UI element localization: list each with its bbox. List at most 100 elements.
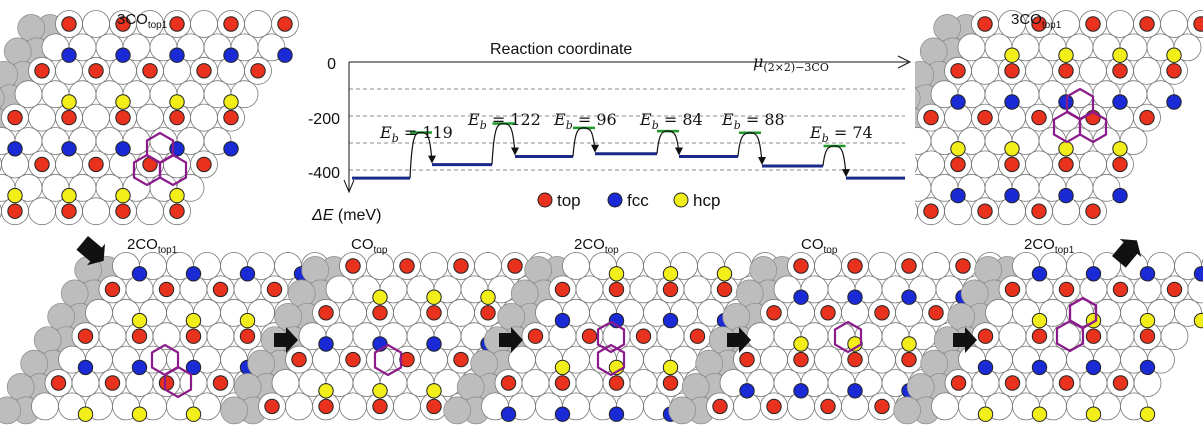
co-adsorbate-fcc (950, 94, 966, 110)
co-adsorbate-top (266, 281, 283, 298)
co-adsorbate-top (158, 281, 175, 298)
substrate-atom (28, 197, 56, 226)
co-adsorbate-top (1004, 156, 1020, 173)
substrate-atom (629, 369, 658, 397)
co-adsorbate-top (426, 305, 442, 321)
co-adsorbate-top (977, 203, 993, 219)
panel-label-p1: 3COtop1 (117, 11, 168, 31)
substrate-atom (82, 197, 110, 226)
substrate-atom (285, 392, 313, 421)
substrate-atom (1160, 10, 1188, 38)
co-adsorbate-top (950, 63, 966, 79)
co-adsorbate-top (1004, 63, 1020, 79)
barrier-label-1: Eb = 119 (379, 123, 453, 145)
substrate-shadow-atom (668, 396, 697, 425)
arrow-right-icon (499, 327, 523, 353)
barrier-arrowhead-icon (511, 147, 519, 156)
substrate-atom (575, 275, 604, 304)
surface-panel-3co-top1-final (826, 10, 1203, 229)
substrate-shadow-atom (510, 279, 539, 308)
co-adsorbate-top (928, 305, 944, 321)
substrate-shadow-atom (839, 178, 866, 205)
barrier-label-3: Eb = 96 (553, 110, 617, 132)
co-adsorbate-top (793, 258, 809, 274)
co-adsorbate-hcp (1031, 312, 1048, 329)
co-adsorbate-fcc (1004, 187, 1020, 204)
substrate-shadow-atom (47, 302, 76, 331)
substrate-atom (629, 275, 658, 304)
legend-fcc-label: fcc (627, 191, 649, 210)
substrate-atom (1025, 150, 1053, 179)
co-adsorbate-top (950, 156, 966, 173)
co-adsorbate-top (608, 281, 625, 298)
co-adsorbate-fcc (662, 312, 679, 329)
co-adsorbate-hcp (901, 336, 917, 352)
co-adsorbate-fcc (897, 188, 911, 202)
substrate-atom (206, 322, 235, 351)
substrate-shadow-atom (880, 108, 907, 135)
co-adsorbate-top (1058, 375, 1075, 391)
co-adsorbate-hcp (480, 289, 496, 305)
co-adsorbate-top (34, 63, 50, 79)
ytick-200: -200 (308, 111, 340, 128)
co-adsorbate-top (1166, 281, 1183, 298)
co-adsorbate-top (88, 63, 104, 79)
barrier-path-4 (656, 130, 680, 154)
co-adsorbate-fcc (223, 141, 239, 157)
substrate-atom (957, 33, 986, 62)
substrate-atom (190, 103, 218, 132)
substrate-atom (814, 252, 842, 280)
co-adsorbate-top (196, 156, 212, 173)
co-adsorbate-top (1058, 281, 1075, 298)
substrate-shadow-atom (60, 279, 89, 308)
co-adsorbate-hcp (223, 94, 239, 110)
co-adsorbate-fcc (554, 406, 571, 422)
panel-label-p6: 2COtop1 (1024, 236, 1075, 256)
co-adsorbate-fcc (1085, 359, 1102, 376)
co-adsorbate-hcp (372, 289, 388, 305)
substrate-shadow-atom (497, 302, 526, 331)
co-adsorbate-top (739, 351, 755, 368)
co-adsorbate-top (196, 63, 212, 79)
co-adsorbate-top (608, 375, 625, 391)
co-adsorbate-top (820, 398, 836, 415)
co-adsorbate-fcc (7, 141, 23, 157)
co-adsorbate-fcc (793, 289, 809, 305)
arrow-right-icon (953, 327, 977, 353)
substrate-atom (244, 10, 272, 38)
surface-panel-2co-top1-end (893, 252, 1203, 425)
panel-label-p7: 3COtop1 (1011, 11, 1062, 31)
substrate-atom (82, 103, 110, 132)
co-adsorbate-top (345, 258, 361, 274)
co-adsorbate-top (185, 328, 202, 344)
co-adsorbate-top (158, 375, 175, 391)
substrate-shadow-atom (722, 302, 751, 331)
barrier-arrowhead-icon (591, 144, 599, 153)
substrate-atom (922, 252, 950, 280)
co-adsorbate-hcp (1058, 141, 1074, 157)
co-adsorbate-top (7, 203, 23, 219)
substrate-atom (915, 127, 932, 155)
barrier-label-6: Eb = 74 (809, 123, 873, 145)
co-adsorbate-hcp (185, 406, 202, 422)
substrate-shadow-atom (3, 37, 32, 66)
substrate-shadow-atom (220, 396, 249, 425)
co-adsorbate-top (1058, 63, 1074, 79)
barrier-arrowhead-icon (758, 156, 766, 165)
co-adsorbate-fcc (977, 359, 994, 376)
legend-top-marker (537, 192, 553, 208)
co-adsorbate-top (1058, 156, 1074, 173)
co-adsorbate-top (318, 305, 334, 321)
substrate-shadow-atom (826, 202, 853, 229)
co-adsorbate-hcp (793, 336, 809, 352)
substrate-shadow-atom (20, 349, 49, 378)
barrier-label-2: Eb = 122 (467, 110, 541, 132)
substrate-shadow-atom (906, 373, 935, 401)
co-adsorbate-top (169, 109, 185, 126)
co-adsorbate-top (212, 375, 229, 391)
highlight-hexagon (132, 153, 162, 187)
x-axis-arrow-icon (897, 55, 912, 69)
arrow-right-icon (274, 327, 298, 353)
co-adsorbate-top (250, 63, 266, 79)
co-adsorbate-hcp (977, 406, 994, 422)
